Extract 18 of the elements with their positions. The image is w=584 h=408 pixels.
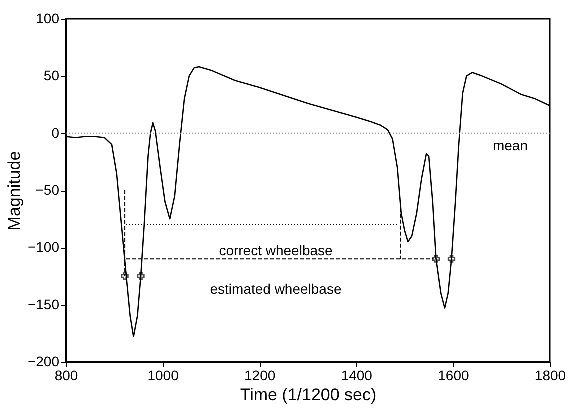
ref-line-label: mean xyxy=(492,137,528,154)
y-tick-label: −200 xyxy=(28,354,60,370)
annotation: estimated wheelbase xyxy=(210,281,342,298)
x-tick-label: 800 xyxy=(54,368,78,384)
y-tick-label: 100 xyxy=(36,10,60,26)
y-tick-label: 50 xyxy=(44,68,60,84)
x-tick-label: 1800 xyxy=(534,368,566,384)
y-tick-label: −50 xyxy=(36,182,60,198)
x-tick-label: 1200 xyxy=(244,368,276,384)
y-axis-title: Magnitude xyxy=(4,151,24,231)
x-axis-title: Time (1/1200 sec) xyxy=(240,386,377,404)
y-tick-label: −100 xyxy=(28,239,60,256)
annotation: correct wheelbase xyxy=(219,242,334,258)
x-tick-label: 1000 xyxy=(148,368,180,384)
y-tick-label: 0 xyxy=(52,124,60,141)
x-tick-label: 1600 xyxy=(438,368,470,384)
x-tick-label: 1400 xyxy=(341,368,373,384)
y-tick-label: −150 xyxy=(28,296,60,312)
